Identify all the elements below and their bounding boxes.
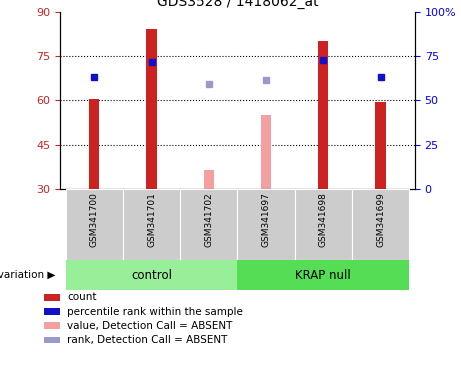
- Text: count: count: [67, 292, 97, 302]
- Text: GSM341697: GSM341697: [261, 193, 271, 247]
- Text: GSM341702: GSM341702: [204, 193, 213, 247]
- Text: percentile rank within the sample: percentile rank within the sample: [67, 306, 243, 316]
- Bar: [147, 29, 157, 189]
- Bar: [89, 99, 100, 189]
- Bar: [44, 308, 59, 315]
- Bar: [65, 189, 123, 260]
- Bar: [204, 170, 214, 189]
- Text: genotype/variation ▶: genotype/variation ▶: [0, 270, 55, 280]
- Bar: [65, 260, 237, 290]
- Text: GSM341701: GSM341701: [147, 193, 156, 247]
- Text: control: control: [131, 269, 172, 281]
- Bar: [237, 189, 295, 260]
- Bar: [123, 189, 180, 260]
- Bar: [375, 102, 386, 189]
- Bar: [237, 260, 409, 290]
- Bar: [44, 322, 59, 329]
- Text: GSM341700: GSM341700: [90, 193, 99, 247]
- Bar: [352, 189, 409, 260]
- Bar: [261, 115, 271, 189]
- Text: KRAP null: KRAP null: [296, 269, 351, 281]
- Text: value, Detection Call = ABSENT: value, Detection Call = ABSENT: [67, 321, 232, 331]
- Bar: [318, 41, 328, 189]
- Bar: [44, 294, 59, 301]
- Text: rank, Detection Call = ABSENT: rank, Detection Call = ABSENT: [67, 335, 227, 345]
- Bar: [44, 336, 59, 343]
- Bar: [180, 189, 237, 260]
- Title: GDS3528 / 1418062_at: GDS3528 / 1418062_at: [157, 0, 318, 9]
- Text: GSM341699: GSM341699: [376, 193, 385, 247]
- Bar: [295, 189, 352, 260]
- Text: GSM341698: GSM341698: [319, 193, 328, 247]
